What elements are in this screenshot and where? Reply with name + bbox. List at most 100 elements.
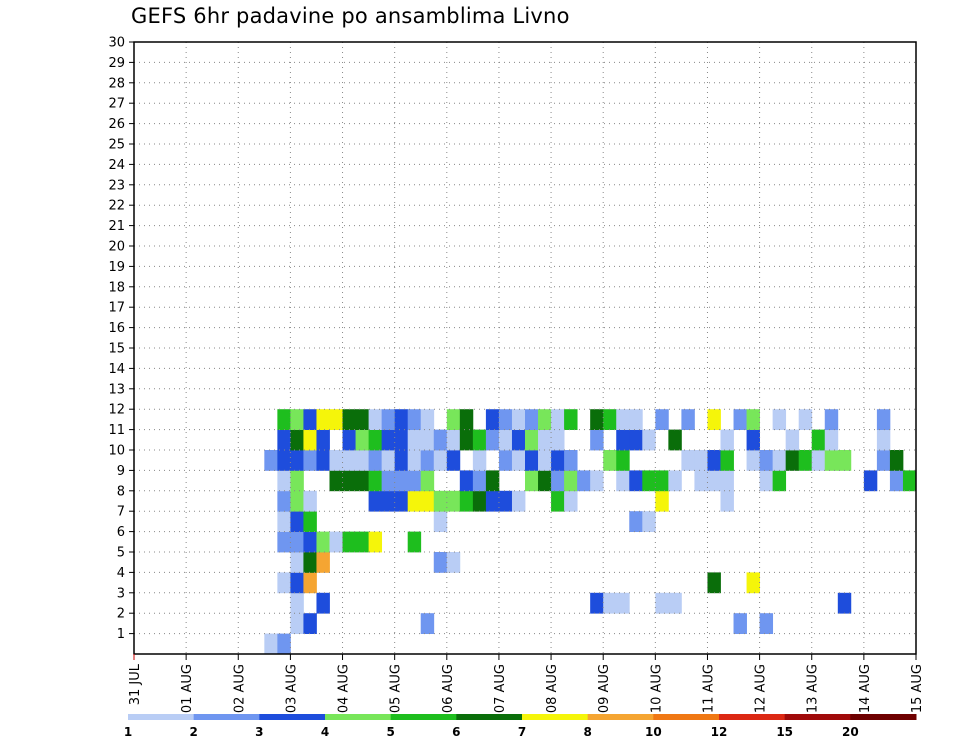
precip-cell [433, 429, 448, 451]
precip-cell [407, 531, 422, 553]
precip-cell [837, 592, 852, 614]
y-tick-label: 24 [108, 158, 125, 173]
precip-cell [277, 409, 291, 430]
precip-cell [381, 490, 396, 512]
precip-cell [368, 490, 383, 512]
y-tick-label: 30 [108, 36, 125, 51]
y-tick-label: 6 [117, 525, 125, 540]
x-tick-label: 04 AUG [337, 664, 352, 713]
precip-cell [355, 450, 369, 471]
precip-cell [498, 450, 513, 471]
precip-cell [889, 470, 904, 492]
precip-cell [720, 470, 734, 492]
precip-cell [446, 490, 461, 512]
y-tick-label: 26 [108, 117, 125, 132]
precip-cell [551, 490, 565, 512]
precip-cell [759, 470, 774, 492]
precip-cell [407, 490, 422, 512]
precip-cell [876, 450, 891, 471]
precip-cell [603, 409, 617, 430]
y-tick-label: 22 [108, 199, 125, 214]
precip-cell [902, 470, 917, 492]
precip-cell [564, 470, 578, 492]
colorbar-label: 20 [842, 725, 859, 739]
precip-cell [485, 429, 500, 451]
precip-cell [290, 511, 304, 532]
colorbar-segment [128, 714, 195, 720]
precip-cell [264, 633, 278, 655]
colorbar-segment [259, 714, 326, 720]
precip-cell [485, 490, 500, 512]
precip-cell [577, 470, 591, 492]
y-tick-label: 15 [108, 342, 125, 357]
x-tick-label: 03 AUG [284, 664, 299, 713]
x-tick-label: 12 AUG [754, 664, 769, 713]
y-axis: 1234567891011121314151617181920212223242… [108, 36, 134, 642]
precip-cell [616, 429, 630, 451]
precip-cell [616, 470, 630, 492]
precip-cell [538, 429, 552, 451]
precip-cell [538, 409, 552, 430]
colorbar-label: 15 [776, 725, 793, 739]
y-tick-label: 9 [117, 464, 125, 479]
precip-cell [459, 429, 474, 451]
precip-cell [655, 490, 669, 512]
precip-cell [329, 409, 343, 430]
precip-cell [316, 592, 330, 614]
y-tick-label: 7 [117, 505, 125, 520]
precip-cell [655, 409, 669, 430]
precip-cell [538, 450, 552, 471]
y-tick-label: 29 [108, 56, 125, 71]
colorbar-segment [784, 714, 851, 720]
precip-cell [290, 490, 304, 512]
precip-cell [316, 531, 330, 553]
precip-cell [368, 531, 383, 553]
colorbar-segment [653, 714, 720, 720]
precip-cell [355, 429, 369, 451]
y-tick-label: 2 [117, 607, 125, 622]
precip-cell [329, 470, 343, 492]
precip-cell [720, 429, 734, 451]
precip-cell [368, 450, 383, 471]
precip-cell [355, 531, 369, 553]
precip-cell [316, 552, 330, 573]
precip-cell [785, 450, 800, 471]
y-tick-label: 8 [117, 484, 125, 499]
precip-cell [551, 409, 565, 430]
y-tick-label: 10 [108, 444, 125, 459]
colorbar-segment [850, 714, 917, 720]
precip-cell [433, 490, 448, 512]
colorbar: 1 2 3 4 5 6 7 8 10 12 15 20 [124, 714, 917, 739]
precip-cell [785, 429, 800, 451]
precip-cell [720, 450, 734, 471]
precip-cell [525, 450, 539, 471]
precip-cell [759, 613, 774, 634]
precip-cell [303, 450, 317, 471]
precip-cell [629, 429, 643, 451]
precip-cell [798, 450, 813, 471]
precip-cell [511, 409, 526, 430]
x-tick-label: 02 AUG [232, 664, 247, 713]
precip-cell [472, 429, 487, 451]
y-tick-label: 27 [108, 97, 125, 112]
precip-cell [420, 470, 435, 492]
x-tick-label: 11 AUG [701, 664, 716, 713]
precip-cell [538, 470, 552, 492]
x-tick-label: 14 AUG [858, 664, 873, 713]
precip-cell [603, 592, 617, 614]
colorbar-label: 1 [124, 725, 132, 739]
precip-cell [394, 429, 409, 451]
precip-cell [381, 429, 396, 451]
precip-cell [694, 470, 708, 492]
precip-cell [394, 490, 409, 512]
precip-cell [525, 470, 539, 492]
precip-cell [303, 511, 317, 532]
precip-cell [381, 450, 396, 471]
precip-cell [407, 409, 422, 430]
y-tick-label: 16 [108, 321, 125, 336]
precip-cell [629, 409, 643, 430]
precip-cell [316, 450, 330, 471]
colorbar-segment [522, 714, 589, 720]
precip-cell [277, 511, 291, 532]
